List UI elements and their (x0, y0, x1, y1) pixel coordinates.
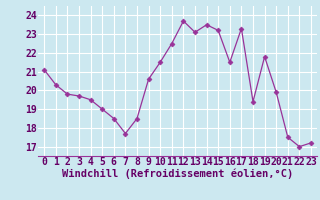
X-axis label: Windchill (Refroidissement éolien,°C): Windchill (Refroidissement éolien,°C) (62, 169, 293, 179)
